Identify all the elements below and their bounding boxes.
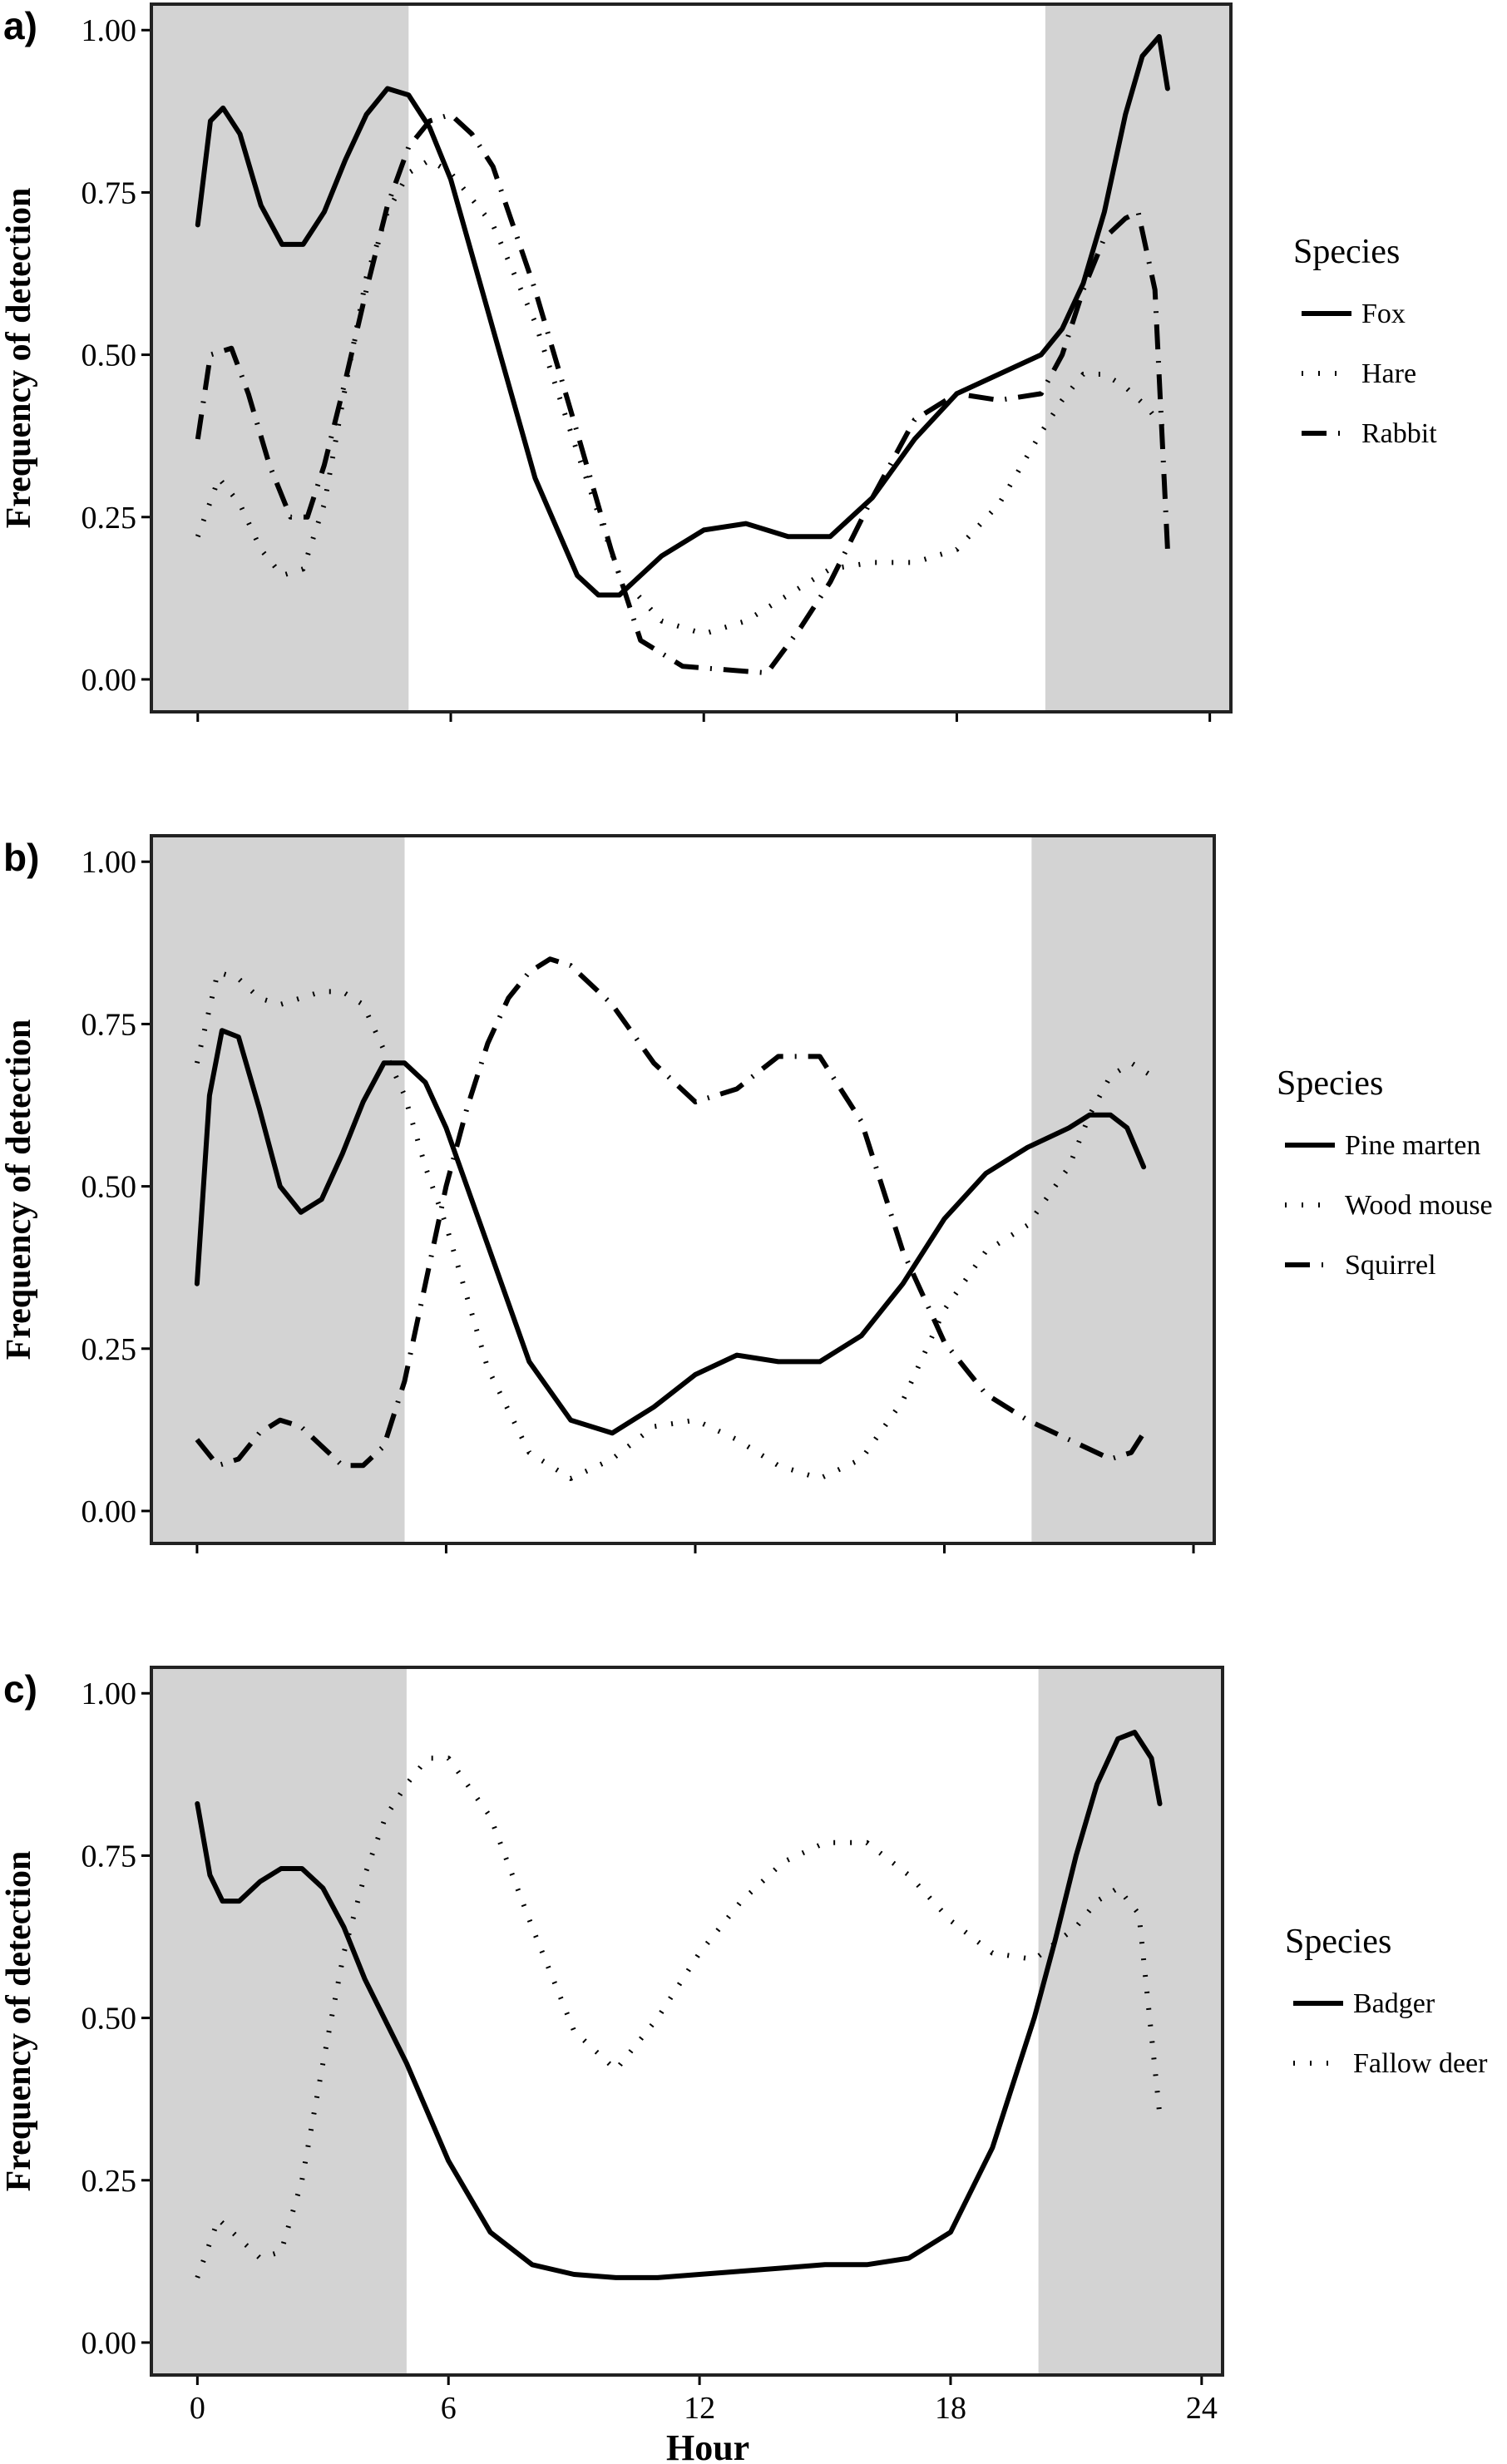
y-tick-label: 0.25: [82, 501, 137, 536]
y-tick-label: 0.75: [82, 175, 137, 210]
series-line-rabbit: [195, 111, 1170, 676]
series-group: [195, 34, 1170, 676]
legend-title: Species: [1293, 233, 1400, 271]
legend-label: Hare: [1361, 358, 1416, 389]
panel-label: c): [3, 1667, 37, 1711]
x-tick-label: 18: [935, 2391, 966, 2426]
y-tick-label: 1.00: [82, 845, 137, 880]
legend-label: Fallow deer: [1353, 2048, 1488, 2079]
panel-label: a): [3, 4, 37, 47]
y-tick-label: 0.00: [82, 2326, 137, 2361]
x-tick-label: 12: [684, 2391, 715, 2426]
y-tick-label: 0.50: [82, 338, 137, 373]
series-group: [194, 956, 1154, 1481]
legend: Species Pine marten Wood mouse Squirrel: [1277, 1064, 1493, 1281]
night-shading-1: [151, 4, 409, 712]
x-axis-label: Hour: [666, 2427, 749, 2464]
series-line-pine-marten: [194, 1028, 1147, 1436]
panel-3: 0.00 0.25 0.50 0.75 1.00 0 6 12 18 24 c) Frequency …: [0, 1666, 1488, 2464]
legend-label: Rabbit: [1361, 418, 1437, 449]
legend-title: Species: [1277, 1064, 1383, 1103]
night-shading-2: [1045, 4, 1231, 712]
legend: Species Fox Hare Rabbit: [1293, 233, 1437, 449]
y-tick-label: 0.75: [82, 1007, 137, 1042]
y-axis-label: Frequency of detection: [0, 188, 38, 529]
series-group: [195, 1730, 1163, 2280]
y-tick-label: 0.50: [82, 1170, 137, 1205]
y-axis-label: Frequency of detection: [0, 1020, 38, 1360]
legend-title: Species: [1285, 1923, 1391, 1961]
panel-1: 0.00 0.25 0.50 0.75 1.00 a) Frequency of detec…: [0, 2, 1437, 722]
legend-label: Squirrel: [1345, 1250, 1436, 1281]
y-tick-label: 0.00: [82, 1494, 137, 1529]
y-tick-label: 0.25: [82, 1332, 137, 1367]
legend-label: Fox: [1361, 299, 1406, 329]
x-tick-label: 0: [190, 2391, 205, 2426]
x-tick-label: 6: [441, 2391, 457, 2426]
y-tick-label: 1.00: [82, 13, 137, 48]
y-tick-label: 0.75: [82, 1839, 137, 1874]
night-shading-1: [151, 836, 405, 1543]
y-tick-label: 0.50: [82, 2002, 137, 2037]
x-tick-label: 24: [1186, 2391, 1218, 2426]
plot-frame: [150, 1666, 1224, 2377]
panel-label: b): [3, 836, 39, 879]
series-line-fox: [195, 34, 1170, 598]
legend: Species Badger Fallow deer: [1285, 1923, 1488, 2079]
series-line-badger: [195, 1730, 1163, 2280]
y-tick-label: 0.25: [82, 2164, 137, 2199]
legend-label: Wood mouse: [1345, 1190, 1493, 1221]
night-shading-1: [151, 1667, 407, 2375]
panel-2: 0.00 0.25 0.50 0.75 1.00 b) Frequency of detec…: [0, 834, 1493, 1553]
series-line-squirrel: [195, 956, 1146, 1469]
legend-label: Pine marten: [1345, 1130, 1480, 1161]
night-shading-2: [1038, 1667, 1223, 2375]
legend-label: Badger: [1353, 1988, 1435, 2019]
night-shading-2: [1031, 836, 1214, 1543]
y-axis-label: Frequency of detection: [0, 1851, 38, 2192]
y-tick-label: 1.00: [82, 1676, 137, 1711]
plot-frame: [150, 2, 1233, 714]
plot-frame: [150, 834, 1216, 1545]
y-tick-label: 0.00: [82, 663, 137, 698]
